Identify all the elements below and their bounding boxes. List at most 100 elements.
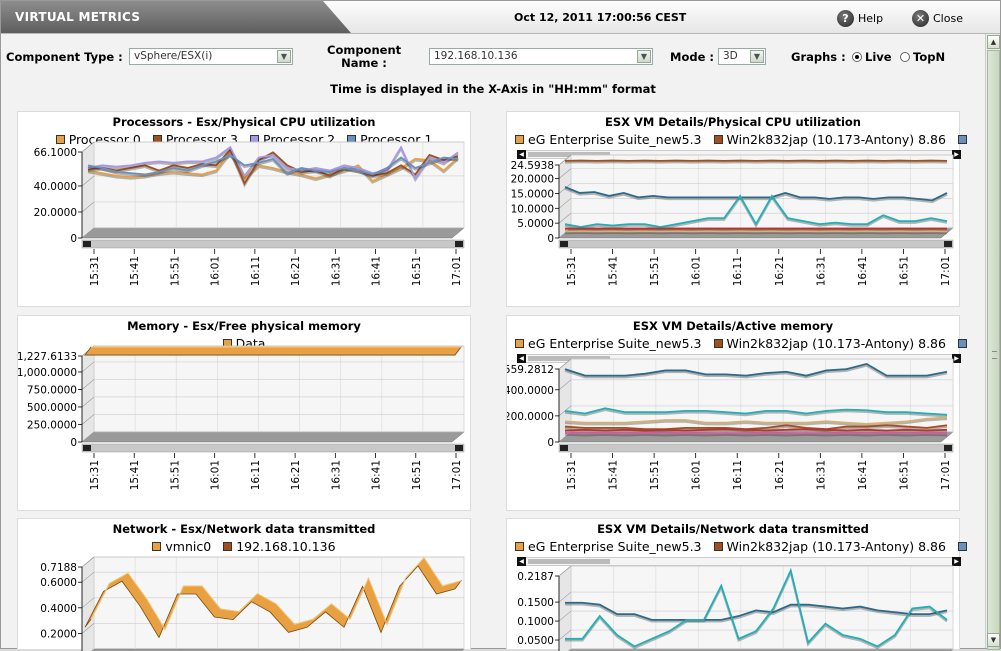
y-tick-label: 0	[547, 437, 554, 449]
graphs-label: Graphs :	[791, 50, 846, 64]
scroll-thumb[interactable]	[987, 50, 1000, 650]
scroll-left-arrow-icon	[83, 241, 91, 247]
y-tick-label: 66.1000	[34, 147, 77, 159]
x-tick-label: 16:21	[290, 460, 302, 490]
y-tick-label: 559.2812	[507, 364, 554, 376]
x-tick-label: 15:31	[89, 256, 101, 286]
chart-svg-mem: 1,227.61331,000.0000750.0000500.0000250.…	[18, 316, 472, 512]
y-tick-label: 10.0000	[511, 203, 554, 215]
x-tick-label: 15:41	[608, 460, 620, 490]
y-tick-label: 40.0000	[34, 181, 77, 193]
plot-back-wall	[94, 346, 464, 432]
x-tick-label: 16:11	[732, 256, 744, 286]
series-ribbon	[85, 347, 461, 355]
component-name-select[interactable]: 192.168.10.136▼	[429, 48, 653, 65]
x-tick-label: 16:51	[411, 256, 423, 286]
x-tick-label: 16:01	[210, 460, 222, 490]
scroll-up-arrow-icon[interactable]: ▲	[987, 35, 1000, 49]
component-name-label-line2: Name :	[327, 57, 401, 70]
y-tick-label: 0.2187	[517, 571, 554, 583]
y-tick-label: 0.2000	[40, 628, 77, 640]
x-tick-label: 16:21	[290, 256, 302, 286]
x-tick-label: 16:51	[898, 460, 910, 490]
y-tick-label: 0	[547, 233, 554, 245]
scroll-left-arrow-icon	[560, 241, 568, 247]
vertical-scrollbar[interactable]: ▲ ▼	[985, 34, 1000, 648]
scroll-right-arrow-icon	[944, 445, 952, 451]
x-tick-label: 16:11	[250, 460, 262, 490]
topn-radio-label: TopN	[913, 50, 945, 64]
component-type-label: Component Type :	[6, 50, 123, 64]
x-tick-label: 16:51	[898, 256, 910, 286]
x-tick-label: 15:41	[129, 460, 141, 490]
x-scrollbar	[559, 444, 953, 452]
x-tick-label: 16:21	[774, 460, 786, 490]
y-tick-label: 0.4000	[40, 603, 77, 615]
scroll-right-arrow-icon	[455, 241, 463, 247]
x-tick-label: 16:01	[210, 256, 222, 286]
series-shadow	[565, 435, 947, 436]
x-tick-label: 16:41	[371, 256, 383, 286]
help-button[interactable]: ?Help	[837, 8, 883, 28]
close-button[interactable]: ✕Close	[912, 8, 963, 28]
scroll-left-arrow-icon	[83, 445, 91, 451]
live-radio-label: Live	[865, 50, 892, 64]
chart-panel-cpu: Processors - Esx/Physical CPU utilizatio…	[17, 111, 471, 307]
plot-floor	[82, 432, 464, 442]
y-tick-label: 1,000.0000	[18, 367, 77, 379]
x-tick-label: 17:01	[940, 460, 952, 490]
y-tick-label: 1,227.6133	[18, 351, 77, 363]
chart-svg-esxcpu: 24.593820.000015.000010.00005.0000015:31…	[507, 112, 961, 308]
y-tick-label: 0.0500	[517, 635, 554, 647]
series-line	[565, 433, 947, 434]
scroll-grip-icon	[992, 351, 997, 359]
y-tick-label: 200.0000	[507, 411, 554, 423]
plot-side-wall	[82, 142, 94, 238]
x-tick-label: 16:11	[732, 460, 744, 490]
filter-controls: Component Type : vSphere/ESX(i)▼ Compone…	[1, 35, 985, 97]
x-scrollbar	[559, 240, 953, 248]
x-tick-label: 16:11	[250, 256, 262, 286]
x-tick-label: 16:31	[330, 460, 342, 490]
topn-radio[interactable]: TopN	[900, 50, 945, 64]
mode-value: 3D	[723, 50, 738, 62]
live-radio[interactable]: Live	[852, 50, 892, 64]
y-tick-label: 15.0000	[511, 188, 554, 200]
x-tick-label: 15:31	[566, 460, 578, 490]
y-tick-label: 0	[70, 437, 77, 449]
mode-select[interactable]: 3D ▼	[718, 48, 766, 65]
x-tick-label: 15:51	[649, 460, 661, 490]
chevron-down-icon: ▼	[637, 50, 651, 63]
x-tick-label: 16:51	[411, 460, 423, 490]
title-bar: VIRTUAL METRICS Oct 12, 2011 17:00:56 CE…	[1, 1, 1000, 34]
topn-radio-dot	[900, 52, 910, 62]
scroll-down-arrow-icon[interactable]: ▼	[987, 633, 1000, 647]
chevron-down-icon: ▼	[750, 50, 764, 63]
mode-label: Mode :	[670, 50, 714, 64]
plot-floor	[82, 228, 464, 238]
y-tick-label: 0.1000	[517, 616, 554, 628]
x-tick-label: 16:31	[815, 256, 827, 286]
x-tick-label: 16:31	[330, 256, 342, 286]
scroll-right-arrow-icon	[455, 445, 463, 451]
y-tick-label: 0.1500	[517, 597, 554, 609]
x-tick-label: 17:01	[451, 460, 463, 490]
x-tick-label: 16:31	[815, 460, 827, 490]
component-type-select[interactable]: vSphere/ESX(i)▼	[129, 48, 293, 65]
y-tick-label: 0.7188	[40, 562, 77, 574]
x-tick-label: 16:41	[857, 460, 869, 490]
app-title: VIRTUAL METRICS	[15, 10, 140, 24]
x-tick-label: 16:01	[691, 460, 703, 490]
y-tick-label: 500.0000	[27, 402, 77, 414]
x-tick-label: 15:41	[608, 256, 620, 286]
y-tick-label: 20.0000	[511, 174, 554, 186]
time-format-hint: Time is displayed in the X-Axis in "HH:m…	[1, 82, 985, 96]
live-radio-dot	[852, 52, 862, 62]
